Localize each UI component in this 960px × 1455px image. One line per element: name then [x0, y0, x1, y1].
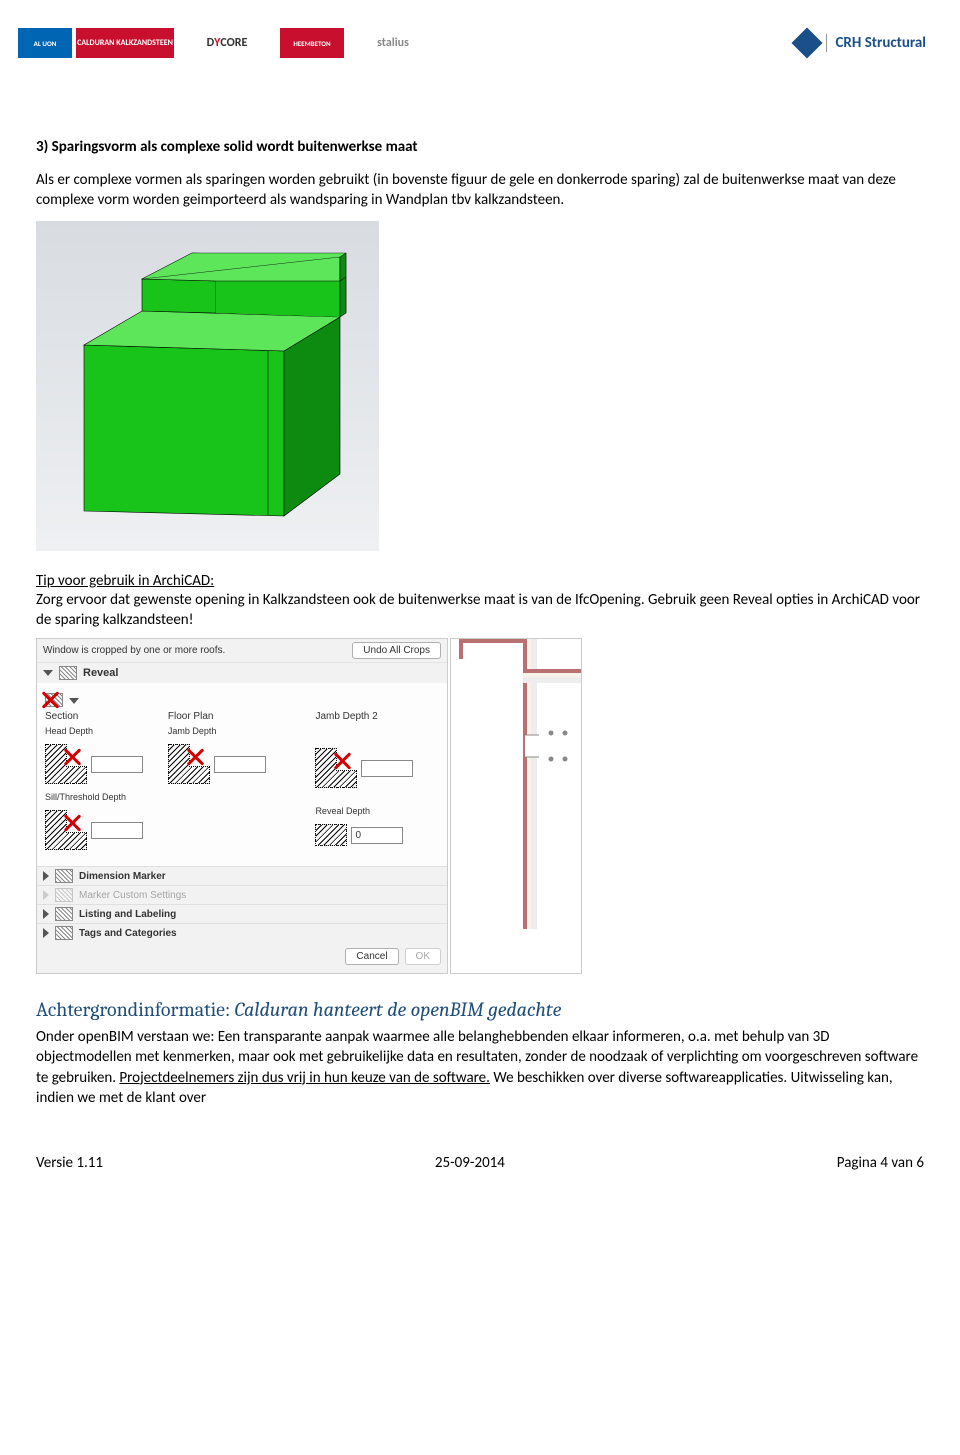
- reveal-depth-input[interactable]: 0: [351, 827, 403, 844]
- crh-text: CRH Structural: [826, 34, 926, 52]
- marker-custom-row: Marker Custom Settings: [37, 885, 447, 904]
- reveal-title: Reveal: [83, 667, 118, 679]
- logo-dycore: DYCORE: [178, 28, 276, 58]
- tags-icon: [55, 926, 73, 940]
- head-depth-input[interactable]: [91, 756, 143, 773]
- page-footer: Versie 1.11 25-09-2014 Pagina 4 van 6: [0, 1108, 960, 1196]
- expand-icon: [43, 890, 49, 900]
- jamb-depth-label: Jamb Depth: [168, 726, 217, 736]
- jamb-diagram: [168, 744, 210, 784]
- jamb-depth2-label: Jamb Depth 2: [315, 711, 439, 722]
- floorplan-column-2: Jamb Depth 2 Reveal Depth 0: [315, 711, 439, 858]
- crop-info-row: Window is cropped by one or more roofs. …: [37, 639, 447, 663]
- reveal-body: Section Head Depth Sill/Threshold Depth: [37, 683, 447, 866]
- cancel-button[interactable]: Cancel: [345, 948, 398, 965]
- sill-depth-label: Sill/Threshold Depth: [45, 792, 126, 802]
- tags-categories-row[interactable]: Tags and Categories: [37, 923, 447, 942]
- page-content: 3) Sparingsvorm als complexe solid wordt…: [0, 78, 960, 1108]
- sill-depth-input[interactable]: [91, 822, 143, 839]
- footer-version: Versie 1.11: [36, 1154, 103, 1172]
- floorplan-label: Floor Plan: [168, 711, 292, 722]
- marker-custom-label: Marker Custom Settings: [79, 890, 186, 901]
- expand-icon: [43, 928, 49, 938]
- tip-heading: Tip voor gebruik in ArchiCAD:: [36, 572, 214, 590]
- section-column: Section Head Depth Sill/Threshold Depth: [45, 711, 144, 858]
- floorplan-preview: [450, 638, 582, 974]
- listing-label: Listing and Labeling: [79, 909, 176, 920]
- dim-marker-icon: [55, 869, 73, 883]
- listing-labeling-row[interactable]: Listing and Labeling: [37, 904, 447, 923]
- logo-aluon: AL UON: [18, 28, 72, 58]
- section-label: Section: [45, 711, 144, 722]
- reveal-depth-label: Reveal Depth: [315, 806, 370, 816]
- footer-date: 25-09-2014: [435, 1154, 505, 1172]
- marker-custom-icon: [55, 888, 73, 902]
- head-depth-label: Head Depth: [45, 726, 93, 736]
- page-header: AL UON CALDURAN KALKZANDSTEEN DYCORE HEE…: [0, 0, 960, 78]
- dim-marker-label: Dimension Marker: [79, 871, 166, 882]
- tags-label: Tags and Categories: [79, 928, 177, 939]
- expand-icon: [43, 871, 49, 881]
- expand-icon: [43, 909, 49, 919]
- reveal-sub-icon: [45, 693, 63, 707]
- archicad-panel-row: Window is cropped by one or more roofs. …: [36, 638, 924, 974]
- jamb-depth2-input[interactable]: [361, 760, 413, 777]
- section-3-body: Als er complexe vormen als sparingen wor…: [36, 170, 924, 211]
- jamb-depth-input[interactable]: [214, 756, 266, 773]
- logo-calduran: CALDURAN KALKZANDSTEEN: [76, 28, 174, 58]
- dropdown-icon[interactable]: [67, 694, 81, 706]
- figure-3d-solid: [36, 221, 379, 551]
- tip-body: Zorg ervoor dat gewenste opening in Kalk…: [36, 590, 924, 631]
- sill-diagram: [45, 810, 87, 850]
- background-p1-underlined: Projectdeelnemers zijn dus vrij in hun k…: [119, 1069, 490, 1087]
- floorplan-column: Floor Plan Jamb Depth: [168, 711, 292, 858]
- reveal-glyph-icon: [59, 666, 77, 680]
- logo-heembeton: HEEMBETON: [280, 28, 344, 58]
- brand-logos-left: AL UON CALDURAN KALKZANDSTEEN DYCORE HEE…: [18, 28, 438, 58]
- footer-page: Pagina 4 van 6: [837, 1154, 924, 1172]
- background-h2-label: Achtergrondinformatie:: [36, 998, 234, 1021]
- tip-block: Tip voor gebruik in ArchiCAD: Zorg ervoo…: [36, 571, 924, 631]
- solid-svg: [36, 221, 379, 551]
- crop-info-text: Window is cropped by one or more roofs.: [43, 645, 225, 656]
- dialog-button-row: Cancel OK: [37, 942, 447, 973]
- listing-icon: [55, 907, 73, 921]
- jamb2-diagram: [315, 748, 357, 788]
- archicad-dialog: Window is cropped by one or more roofs. …: [36, 638, 448, 974]
- logo-crh-structural: CRH Structural: [796, 32, 926, 54]
- head-depth-diagram: [45, 744, 87, 784]
- collapse-icon: [43, 670, 53, 676]
- crh-diamond-icon: [792, 27, 823, 58]
- logo-stalius: stalius: [348, 28, 438, 58]
- ok-button[interactable]: OK: [405, 948, 441, 965]
- background-h2-italic: Calduran hanteert de openBIM gedachte: [234, 998, 561, 1021]
- undo-all-crops-button[interactable]: Undo All Crops: [352, 642, 441, 659]
- background-heading: Achtergrondinformatie: Calduran hanteert…: [36, 998, 924, 1021]
- reveal-depth-diagram: [315, 824, 347, 846]
- dimension-marker-row[interactable]: Dimension Marker: [37, 866, 447, 885]
- reveal-section-header[interactable]: Reveal: [37, 663, 447, 683]
- section-3-title: 3) Sparingsvorm als complexe solid wordt…: [36, 138, 924, 156]
- background-paragraph: Onder openBIM verstaan we: Een transpara…: [36, 1027, 924, 1108]
